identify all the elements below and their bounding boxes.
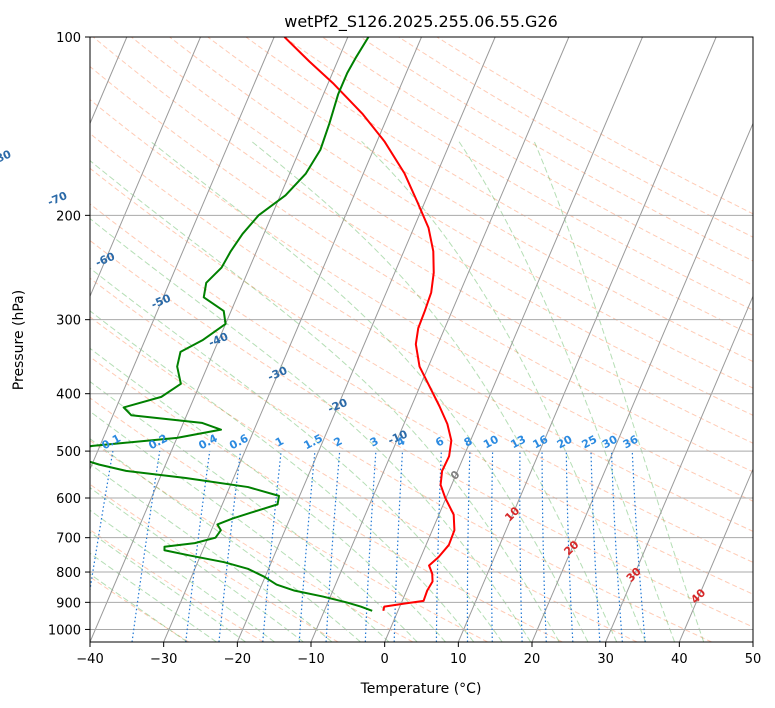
dry-adiabat-line [90, 529, 264, 642]
moist-adiabat-line [90, 509, 275, 642]
mixing-ratio-label: 25 [580, 433, 600, 452]
moist-adiabat-line [90, 410, 390, 642]
dry-adiabat-line [90, 439, 414, 642]
dry-adiabat-line [245, 37, 753, 337]
mixing-ratio-label: 20 [555, 433, 575, 452]
y-tick-label: 700 [56, 532, 81, 547]
moist-adiabat-line [90, 487, 304, 642]
y-tick-label: 600 [56, 492, 81, 507]
moist-adiabat-line [90, 438, 361, 642]
profile-lines [90, 37, 456, 612]
dry-adiabat-line [90, 203, 753, 595]
mixing-ratio-label: 13 [508, 433, 528, 452]
dry-adiabat-line [90, 277, 712, 642]
mixing-ratio-line [218, 451, 242, 642]
moist-adiabat-line [90, 531, 246, 642]
mixing-ratio-line [131, 451, 161, 642]
isotherm-line [310, 37, 570, 642]
isotherm-line [90, 37, 275, 471]
isotherm-line [384, 37, 643, 642]
x-tick-label: −10 [297, 652, 324, 667]
dry-adiabat-line [131, 37, 753, 416]
x-tick-label: 30 [597, 652, 614, 667]
y-tick-label: 100 [56, 31, 81, 46]
y-axis-title: Pressure (hPa) [11, 290, 27, 390]
mixing-ratio-line [185, 451, 211, 642]
x-tick-label: 50 [745, 652, 762, 667]
isotherm-line [605, 295, 753, 642]
moist-adiabat-line [90, 463, 333, 642]
x-tick-label: −30 [150, 652, 177, 667]
isotherm-line [90, 37, 201, 298]
moist-adiabat-line [90, 552, 217, 642]
moist-adiabat-line [90, 380, 418, 642]
dewpoint-profile-line [90, 37, 373, 612]
dry-adiabat-line [207, 37, 753, 363]
x-tick-label: 20 [524, 652, 541, 667]
dry-adiabat-line [436, 37, 753, 215]
axes: −40 −30 −20 −10 0 10 20 30 40 50 100 200 300 400 500 60… [48, 31, 761, 667]
isotherm-line [457, 37, 717, 642]
mixing-ratio-label: 16 [531, 433, 551, 452]
dry-adiabat-line [90, 132, 753, 532]
x-axis-title: Temperature (°C) [360, 681, 482, 697]
plot-frame [89, 36, 754, 643]
y-tick-label: 1000 [48, 623, 81, 638]
y-tick-label: 200 [56, 209, 81, 224]
y-tick-label: 900 [56, 596, 81, 611]
dry-adiabat-line [90, 65, 753, 473]
isotherm-line [678, 467, 753, 642]
isotherm-line [163, 37, 422, 642]
moist-adiabat-line [90, 347, 446, 642]
x-tick-label: 10 [450, 652, 467, 667]
mixing-ratio-line [90, 450, 114, 594]
x-tick-label: 40 [671, 652, 688, 667]
x-tick-label: −40 [76, 652, 103, 667]
dry-adiabat-line [322, 37, 753, 286]
y-tick-label: 800 [56, 566, 81, 581]
x-tick-label: −20 [224, 652, 251, 667]
mixing-ratio-label: 10 [481, 433, 501, 452]
temperature-profile-line [283, 37, 456, 612]
y-tick-label: 400 [56, 388, 81, 403]
background-grid [90, 37, 753, 642]
isotherm-line [90, 37, 349, 642]
dry-adiabat-line [90, 99, 753, 502]
isotherm-line [236, 37, 496, 642]
mixing-ratio-label: 30 [600, 433, 620, 452]
chart-title: wetPf2_S126.2025.255.06.55.G26 [284, 12, 558, 32]
dry-adiabat-line [90, 239, 753, 628]
y-tick-label: 300 [56, 314, 81, 329]
mixing-ratio-label: 36 [621, 433, 641, 452]
dry-adiabat-line [90, 167, 753, 563]
x-tick-label: 0 [381, 652, 389, 667]
dry-adiabat-line [360, 37, 753, 262]
y-tick-label: 500 [56, 445, 81, 460]
isotherm-line [531, 122, 753, 642]
moist-adiabat-line [90, 310, 475, 642]
dry-adiabat-line [90, 483, 339, 642]
